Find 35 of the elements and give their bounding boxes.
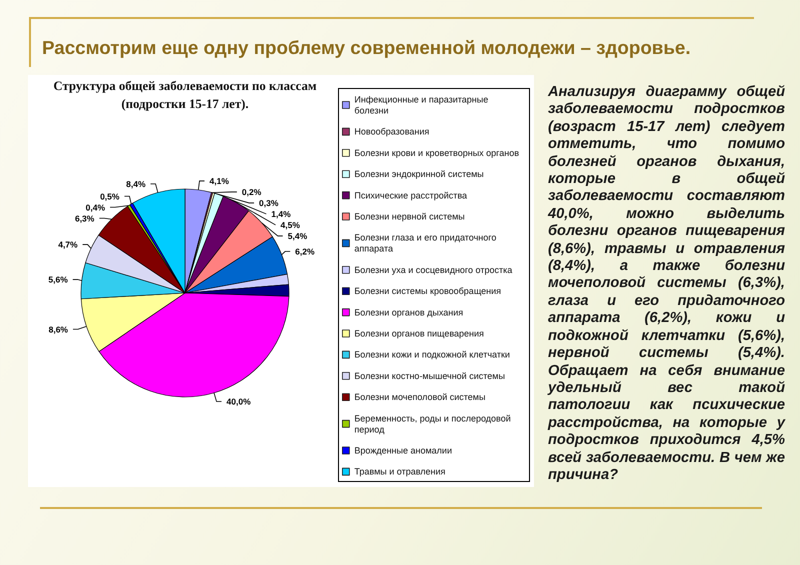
legend-label: Болезни кожи и подкожной клетчатки	[354, 350, 510, 360]
text: Анализируя диаграмму общей заболеваемости подростков (возраст 15-17 лет) следует отметить, что помимо болезней органов дыхания, которые в общей заболеваемости составляют 40,0%, можно выделить болезни органов пищеварения (8,6%), травмы и отравления (8,4%), а также болезни мочеполовой системы (6,3%), глаза и его придаточного аппарата (6,2%), кожи и подкожной клетчатки (5,6%), нервной системы (5,4%). Обращает на себя внимание удельный вес такой патологии как психические расстройства, на которые у подростков приходится 4,5% всей заболеваемости. В чем же причина?	[548, 84, 785, 483]
data-label: 0,5%	[100, 191, 120, 202]
data-label: 5,6%	[48, 274, 68, 285]
data-label: 5,4%	[288, 230, 308, 241]
legend-label: Травмы и отравления	[354, 466, 446, 477]
chart-title: Рассмотрим еще одну проблему современной молодежи – здоровье.	[42, 37, 691, 59]
legend-label: Беременность, роды и послеродовой период	[354, 413, 511, 434]
data-label: 40,0%	[226, 396, 252, 407]
data-label: 8,6%	[48, 324, 68, 334]
legend-label: Болезни нервной системы	[354, 212, 465, 222]
data-label: 4,7%	[58, 240, 78, 250]
legend-label: Психические расстройства	[354, 190, 468, 200]
legend-label: Инфекционные и паразитарные болезни	[354, 94, 488, 116]
data-label: 8,4%	[126, 178, 146, 189]
legend-label: Врожденные аномалии	[354, 446, 452, 456]
legend-label: Болезни органов дыхания	[354, 307, 464, 318]
legend-label: Болезни глаза и его придаточного аппарата	[354, 232, 496, 254]
legend-label: Болезни уха и сосцевидного отростка	[354, 264, 512, 275]
data-label: 4,1%	[210, 176, 230, 186]
data-label: 0,2%	[242, 186, 262, 197]
data-label: 0,4%	[86, 202, 106, 212]
data-label: 1,4%	[271, 208, 292, 219]
data-label: 4,5%	[280, 220, 300, 230]
legend-label: Болезни мочеполовой системы	[354, 392, 486, 402]
legend-label: Болезни эндокринной системы	[354, 169, 484, 180]
data-label: 0,3%	[259, 198, 279, 208]
legend-label: Новообразования	[354, 126, 430, 137]
chart-subtitle: Структура общей заболеваемости по классам (подростки 15-17 лет).	[52, 78, 318, 113]
legend-label: Болезни системы кровообращения	[354, 286, 502, 296]
legend-label: Болезни органов пищеварения	[354, 328, 484, 338]
legend-label: Болезни костно-мышечной системы	[354, 370, 505, 381]
legend-label: Болезни крови и кроветворных органов	[354, 148, 520, 158]
data-label: 6,2%	[295, 246, 315, 256]
data-label: 6,3%	[74, 213, 95, 224]
